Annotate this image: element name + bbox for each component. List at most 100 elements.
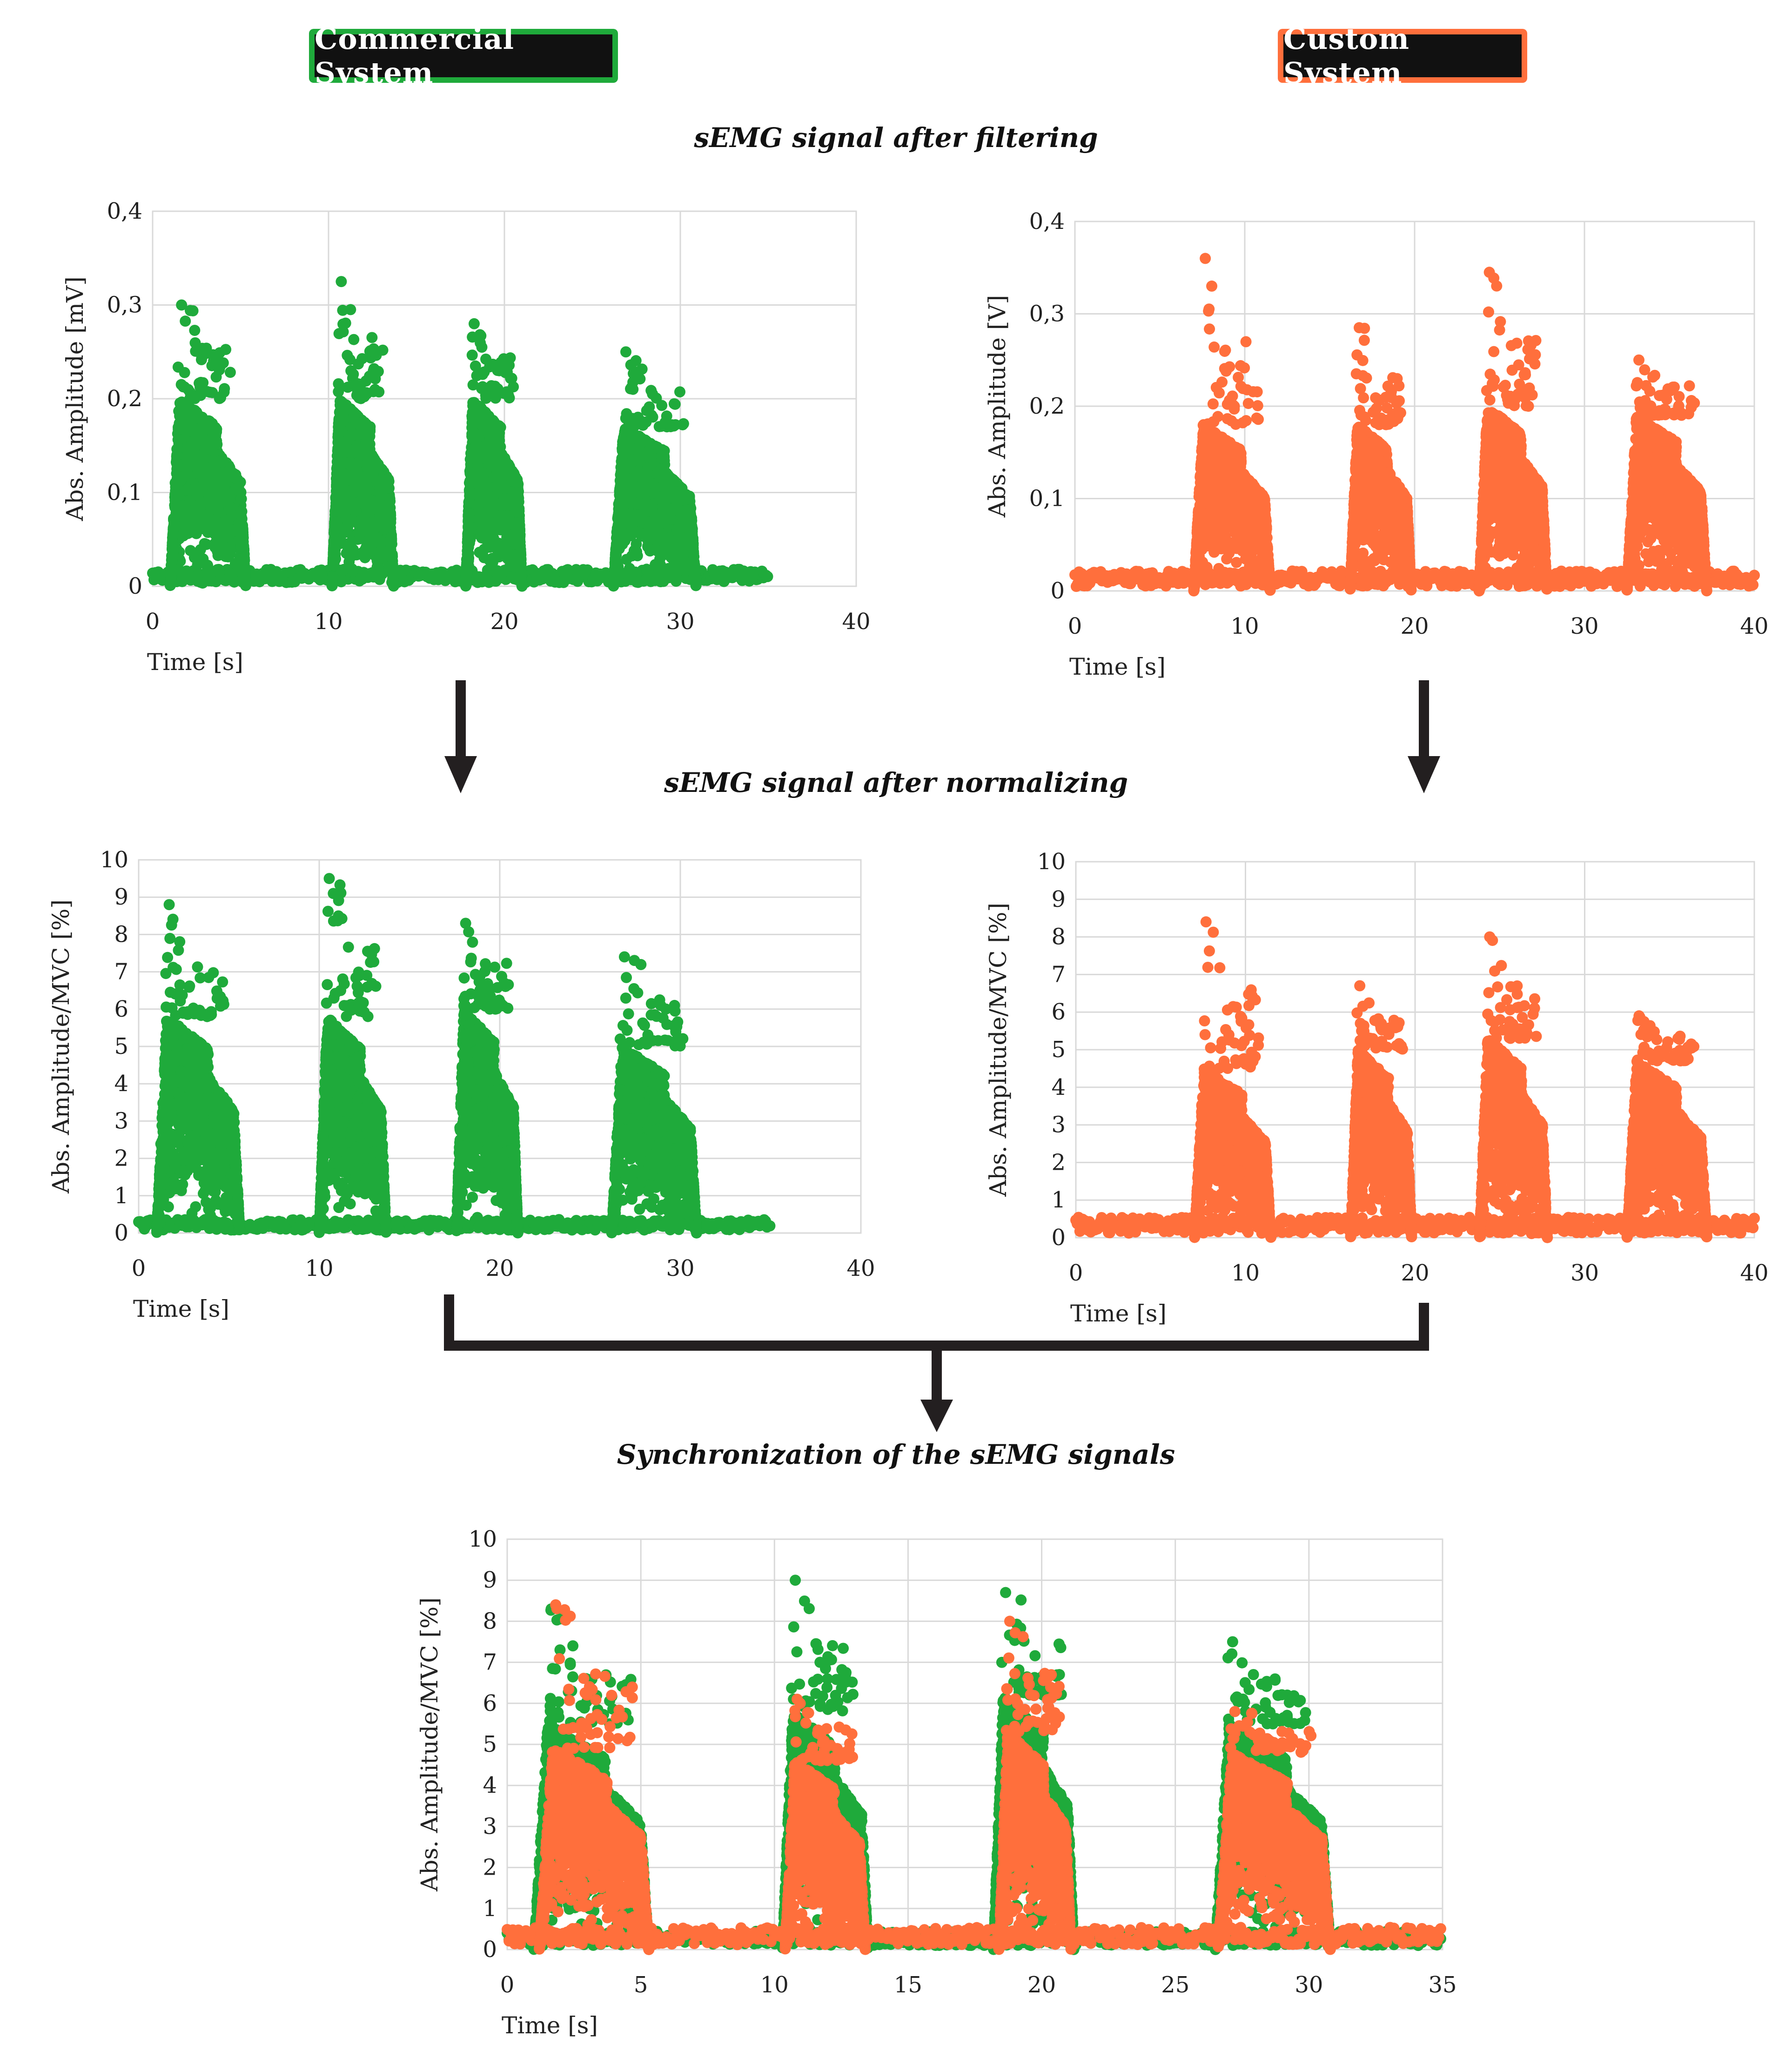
stage-title-normalizing: sEMG signal after normalizing [0,767,1792,798]
data-point [341,548,352,559]
data-point [369,384,381,395]
data-point [506,373,517,384]
data-point [384,550,396,562]
data-point [171,449,183,461]
commercial-system-label: Commercial System [309,22,618,90]
data-point [190,423,202,435]
data-point [476,472,487,484]
data-point [230,483,242,495]
data-point [185,442,197,453]
y-axis-label: Abs. Amplitude [mV] [61,276,88,521]
data-point [371,536,383,548]
data-point [485,527,497,538]
x-tick-label: 0 [146,609,160,635]
data-point [375,510,387,522]
data-point [212,503,223,515]
data-point [231,526,243,537]
data-point [194,482,206,493]
data-point [208,456,220,468]
data-point [171,479,182,490]
arrow-commercial-down [444,680,477,793]
data-point [182,528,194,539]
data-point [196,450,208,462]
data-point [194,503,206,514]
data-point [201,563,213,575]
data-point [170,520,181,531]
data-point [330,517,342,529]
data-point [345,430,357,442]
data-point [330,492,342,503]
data-point [366,332,378,343]
data-point [354,533,366,545]
data-point [334,472,346,483]
data-point [180,315,191,327]
data-point [336,426,347,437]
peak-point [468,318,480,329]
data-point [488,391,499,402]
x-tick-label: 10 [314,609,342,635]
data-point [177,423,188,435]
data-point [461,565,472,576]
data-point [515,549,527,561]
data-point [180,401,192,413]
data-point [184,392,196,404]
data-point [209,515,221,526]
stage-title-synchronization: Synchronization of the sEMG signals [0,1439,1792,1470]
data-point [197,553,209,565]
data-point [374,574,385,585]
data-point [507,469,519,481]
data-point [466,488,478,500]
data-point [195,544,206,556]
data-point [330,504,342,516]
data-point [356,472,367,483]
data-point [337,326,349,338]
data-point [385,539,397,551]
data-point [224,367,236,378]
data-point [349,486,360,498]
data-point [337,304,349,316]
data-point [336,439,348,450]
x-tick-label: 40 [842,609,870,635]
y-tick-label: 0,2 [107,386,142,412]
data-point [337,397,349,409]
data-point [465,522,477,534]
data-point [471,438,483,450]
y-tick-label: 0 [128,573,142,599]
data-point [499,493,510,505]
data-point [183,484,195,496]
data-point [487,492,499,503]
data-point [196,342,208,354]
data-point [222,515,234,526]
data-point [499,482,511,494]
data-point [484,361,496,373]
y-tick-label: 0,1 [107,480,142,506]
series-commercial-system [147,276,773,592]
data-point [487,438,498,449]
data-point [358,520,369,532]
data-point [209,537,221,549]
peak-point [336,276,347,288]
data-point [172,500,183,511]
data-point [498,353,510,365]
data-point [237,540,249,552]
data-point [460,578,472,590]
data-point [463,552,475,564]
data-point [360,442,372,454]
data-point [348,369,359,380]
data-point [212,565,224,577]
data-point [195,389,207,401]
peak-point [176,299,188,311]
data-point [353,497,365,509]
data-point [463,542,474,553]
data-point [172,458,183,469]
data-point [220,344,232,355]
data-point [352,384,363,396]
data-point [371,555,383,567]
data-point [474,546,485,558]
x-tick-label: 20 [490,609,518,635]
data-point [498,388,510,399]
data-point [203,489,215,501]
y-tick-label: 0,3 [107,292,142,318]
y-tick-label: 0,4 [107,198,142,224]
data-point [328,543,340,555]
